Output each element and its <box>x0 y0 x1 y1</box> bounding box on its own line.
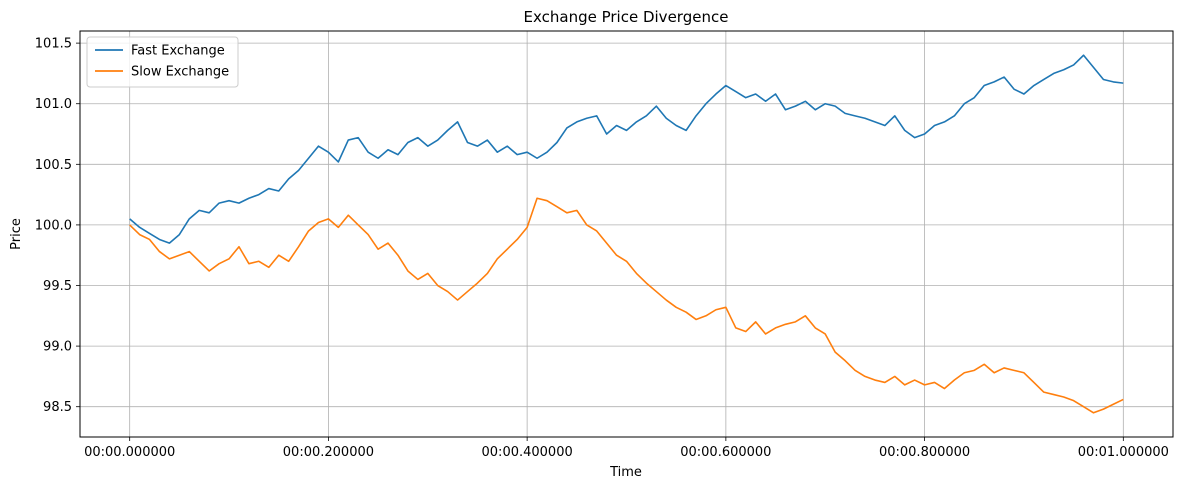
series-line-fast-exchange <box>129 54 1124 244</box>
plot-area-frame <box>79 30 1174 438</box>
chart-title: Exchange Price Divergence <box>524 8 729 26</box>
x-tick-label: 00:01.000000 <box>1078 445 1169 460</box>
x-tick-label: 00:00.000000 <box>84 445 175 460</box>
series-lines <box>129 54 1124 414</box>
grid <box>80 31 1173 437</box>
y-tick-label: 100.0 <box>35 218 72 233</box>
legend: Fast Exchange Slow Exchange <box>86 36 239 88</box>
y-axis-ticks: 98.5 99.0 99.5 100.0 100.5 101.0 101.5 <box>35 37 80 415</box>
y-tick-label: 98.5 <box>43 400 72 415</box>
y-tick-label: 99.0 <box>43 340 72 355</box>
series-line-slow-exchange <box>129 197 1124 414</box>
legend-label: Slow Exchange <box>131 65 229 80</box>
x-axis-ticks: 00:00.000000 00:00.200000 00:00.400000 00:0… <box>84 437 1169 460</box>
y-axis-label: Price <box>9 218 24 250</box>
legend-label: Fast Exchange <box>131 44 225 59</box>
legend-box <box>86 36 239 88</box>
y-tick-label: 99.5 <box>43 279 72 294</box>
x-tick-label: 00:00.200000 <box>283 445 374 460</box>
x-axis-label: Time <box>609 465 642 480</box>
x-tick-label: 00:00.800000 <box>879 445 970 460</box>
x-tick-label: 00:00.600000 <box>680 445 771 460</box>
x-tick-label: 00:00.400000 <box>482 445 573 460</box>
y-tick-label: 101.5 <box>35 37 72 52</box>
y-tick-label: 100.5 <box>35 158 72 173</box>
y-tick-label: 101.0 <box>35 97 72 112</box>
